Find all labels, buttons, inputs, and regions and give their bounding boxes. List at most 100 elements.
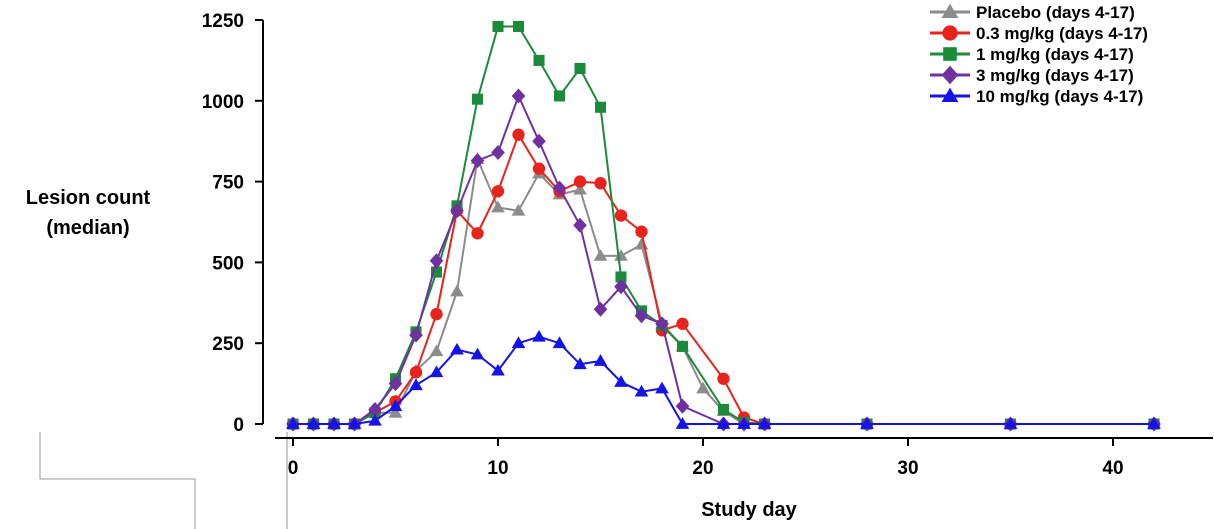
legend-label: 0.3 mg/kg (days 4-17)	[976, 24, 1148, 43]
diamond-marker	[614, 279, 628, 295]
triangle-marker	[614, 375, 628, 387]
triangle-marker	[511, 203, 526, 216]
triangle-marker	[491, 200, 505, 213]
square-marker	[574, 62, 586, 75]
triangle-marker	[429, 344, 444, 357]
diamond-marker	[532, 133, 546, 149]
square-marker	[676, 340, 689, 352]
square-marker	[533, 54, 545, 66]
triangle-marker	[675, 417, 690, 429]
y-tick-label: 250	[212, 334, 244, 355]
y-axis-ticks: 0 250 500 750 1000 1250	[202, 11, 263, 436]
triangle-marker	[573, 182, 587, 195]
legend-item: 0.3 mg/kg (days 4-17)	[930, 24, 1148, 43]
y-tick-label: 0	[233, 415, 244, 436]
legend-item: 10 mg/kg (days 4-17)	[930, 87, 1143, 106]
circle-marker	[491, 185, 505, 198]
triangle-marker	[655, 381, 669, 394]
circle-marker	[594, 177, 607, 190]
legend-item: 1 mg/kg (days 4-17)	[930, 45, 1134, 64]
triangle-marker	[757, 417, 772, 429]
circle-marker	[532, 162, 546, 175]
legend-label: Placebo (days 4-17)	[976, 3, 1135, 22]
diamond-marker	[491, 145, 505, 160]
diamond-marker	[450, 203, 464, 219]
square-marker	[594, 101, 607, 113]
x-tick-label: 0	[288, 458, 299, 479]
triangle-marker	[614, 249, 628, 261]
diamond-marker	[675, 398, 690, 414]
y-tick-label: 1000	[202, 92, 244, 113]
legend-label: 1 mg/kg (days 4-17)	[976, 45, 1134, 64]
diamond-marker	[368, 401, 382, 417]
legend-item: Placebo (days 4-17)	[930, 3, 1135, 22]
triangle-marker	[696, 381, 710, 394]
triangle-marker	[552, 336, 567, 349]
triangle-marker	[634, 384, 649, 397]
legend: Placebo (days 4-17) 0.3 mg/kg (days 4-17)…	[930, 3, 1148, 106]
x-tick-label: 10	[487, 458, 508, 479]
y-tick-label: 1250	[202, 11, 244, 32]
legend-label: 3 mg/kg (days 4-17)	[976, 66, 1134, 85]
triangle-marker	[306, 417, 321, 429]
y-tick-label: 750	[212, 173, 244, 194]
triangle-marker	[860, 417, 874, 429]
circle-marker	[942, 25, 958, 41]
circle-marker	[614, 209, 628, 222]
square-marker	[512, 20, 525, 32]
triangle-marker	[409, 378, 423, 391]
decorative-outline-top	[39, 432, 196, 529]
circle-marker	[430, 307, 443, 321]
x-axis-ticks: 0 10 20 30 40	[288, 438, 1124, 479]
circle-marker	[676, 317, 689, 330]
square-marker	[717, 403, 730, 415]
circle-marker	[635, 225, 648, 238]
triangle-marker	[286, 417, 300, 429]
triangle-marker	[532, 329, 546, 342]
legend-label: 10 mg/kg (days 4-17)	[976, 87, 1143, 106]
x-tick-label: 40	[1102, 458, 1123, 479]
x-axis-title: Study day	[701, 499, 797, 521]
square-marker	[615, 271, 627, 283]
triangle-marker	[450, 284, 464, 297]
y-axis-title-line-2: (median)	[46, 217, 129, 239]
diamond-marker	[655, 316, 669, 332]
y-axis-title-line-1: Lesion count	[26, 187, 151, 209]
series-layer	[286, 20, 1161, 432]
triangle-marker	[593, 249, 608, 261]
triangle-marker	[347, 417, 362, 429]
y-tick-label: 500	[212, 253, 244, 274]
triangle-marker	[737, 417, 751, 429]
circle-marker	[409, 366, 423, 379]
circle-marker	[471, 227, 484, 240]
triangle-marker	[1003, 417, 1018, 429]
triangle-marker	[941, 87, 959, 102]
triangle-marker	[941, 3, 959, 18]
triangle-marker	[511, 336, 526, 349]
diamond-marker	[388, 376, 403, 392]
triangle-marker	[368, 413, 382, 426]
diamond-marker	[593, 301, 608, 317]
diamond-marker	[409, 327, 423, 343]
circle-marker	[717, 372, 730, 385]
diamond-marker	[470, 153, 485, 169]
square-marker	[492, 20, 504, 32]
triangle-marker	[1147, 417, 1161, 429]
triangle-marker	[573, 357, 587, 370]
square-marker	[430, 266, 443, 278]
square-marker	[943, 47, 957, 61]
x-tick-label: 30	[897, 458, 918, 479]
series-5	[286, 329, 1161, 429]
square-marker	[471, 93, 484, 105]
x-tick-label: 20	[692, 458, 713, 479]
triangle-marker	[327, 417, 341, 429]
triangle-marker	[634, 237, 649, 250]
diamond-marker	[552, 180, 567, 196]
triangle-marker	[429, 365, 444, 378]
triangle-marker	[388, 405, 403, 418]
triangle-marker	[450, 342, 464, 355]
diamond-marker	[941, 65, 959, 85]
triangle-marker	[470, 347, 485, 360]
triangle-marker	[491, 363, 505, 376]
